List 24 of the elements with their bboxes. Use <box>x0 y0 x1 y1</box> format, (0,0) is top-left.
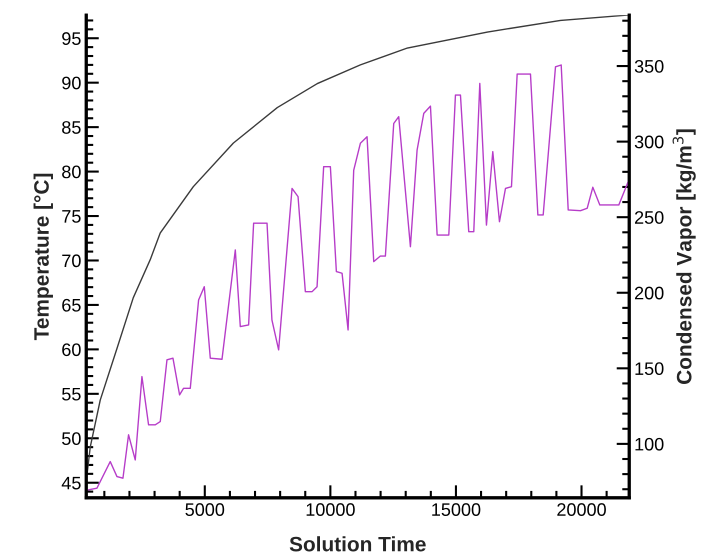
y-tick-label: 55 <box>62 388 81 401</box>
y-tick-label: 60 <box>62 343 81 356</box>
y-axis-title: Temperature [°C] <box>34 174 53 340</box>
y-tick-label: 85 <box>62 121 81 134</box>
y2-tick-label: 100 <box>635 438 664 451</box>
y2-tick-label: 200 <box>635 286 664 300</box>
y-tick-label: 65 <box>62 298 81 312</box>
y-tick-label: 70 <box>62 254 81 268</box>
y2-tick-label: 300 <box>634 136 664 148</box>
x-axis-title: Solution Time <box>290 536 426 552</box>
y-tick-label: 80 <box>62 166 81 178</box>
x-tick-label: 15000 <box>432 503 480 516</box>
y2-tick-label: 350 <box>634 60 664 73</box>
y2-tick-label: 250 <box>635 211 664 224</box>
y2-tick-label: 150 <box>635 362 664 376</box>
x-tick-label: 5000 <box>185 503 224 516</box>
x-tick-label: 20000 <box>557 503 606 516</box>
y2-axis-title: Condensed Vapor [kg/m$^{3}$] <box>672 129 696 384</box>
y-tick-label: 75 <box>62 210 81 223</box>
y-tick-label: 90 <box>62 76 81 90</box>
y-tick-label: 45 <box>62 476 81 490</box>
y-tick-label: 50 <box>62 432 81 445</box>
y-tick-label: 95 <box>62 32 81 45</box>
x-tick-label: 10000 <box>306 503 355 516</box>
